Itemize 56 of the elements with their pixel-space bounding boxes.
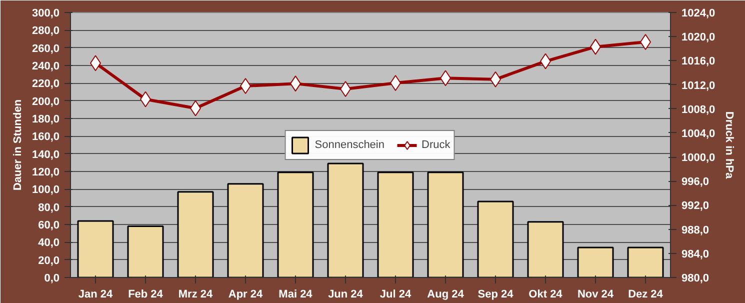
y2-tick-label: 1012,0 [682,80,716,92]
x-tick-label: Jan 24 [78,288,114,300]
x-tick-label: Dez 24 [628,288,664,300]
x-tick-label: Sep 24 [478,288,514,300]
y2-axis-title: Druck in hPa [723,111,736,180]
y-tick-label: 0,0 [44,272,60,284]
y2-tick-label: 1020,0 [682,32,716,44]
bar [577,246,614,278]
x-tick-label: Feb 24 [128,288,164,300]
y-tick-label: 60,0 [38,220,60,232]
y2-tick-label: 1024,0 [682,8,716,20]
x-tick-label: Nov 24 [577,288,614,300]
bar [427,172,464,278]
x-tick-label: Jun 24 [328,288,364,300]
x-tick-label: Apr 24 [228,288,264,300]
x-tick-label: Okt 24 [528,288,564,300]
y-tick-label: 260,0 [32,42,60,55]
bar [327,162,364,278]
bar [527,221,564,278]
y2-tick-label: 1004,0 [682,128,716,140]
y-tick-label: 180,0 [32,114,60,126]
y2-tick-label: 996,0 [682,176,710,188]
y-tick-label: 80,0 [38,202,60,214]
y-tick-label: 100,0 [32,184,60,196]
bar [77,220,114,278]
y2-tick-label: 980,0 [682,272,710,284]
y-tick-label: 140,0 [32,148,60,161]
bar [277,172,314,278]
y-tick-label: 40,0 [38,237,60,250]
bar [127,226,164,278]
bar [377,172,414,278]
y2-tick-label: 1016,0 [682,56,716,68]
y-tick-label: 20,0 [38,254,60,267]
y-tick-label: 120,0 [32,166,60,178]
y2-tick-label: 1000,0 [682,152,716,164]
legend-label: Druck [422,138,450,150]
x-tick-label: Jul 24 [380,288,412,300]
y-tick-label: 160,0 [32,131,60,144]
bar [627,246,664,278]
y-tick-label: 300,0 [32,8,60,20]
y-tick-label: 220,0 [32,78,60,90]
bar [477,200,514,278]
x-tick-label: Mai 24 [278,288,314,300]
y-tick-label: 240,0 [32,60,60,72]
bar [177,191,214,278]
y2-tick-label: 988,0 [682,224,710,236]
legend-label: Sonnenschein [314,138,384,150]
y2-tick-label: 1008,0 [682,104,716,116]
bar [227,183,264,278]
y-tick-label: 280,0 [32,25,60,38]
y-tick-label: 200,0 [32,96,60,108]
y2-tick-label: 992,0 [682,200,710,212]
x-tick-label: Aug 24 [427,288,465,300]
y2-tick-label: 984,0 [682,248,710,260]
y-axis-title: Dauer in Stunden [12,99,24,191]
x-tick-label: Mrz 24 [178,288,214,300]
